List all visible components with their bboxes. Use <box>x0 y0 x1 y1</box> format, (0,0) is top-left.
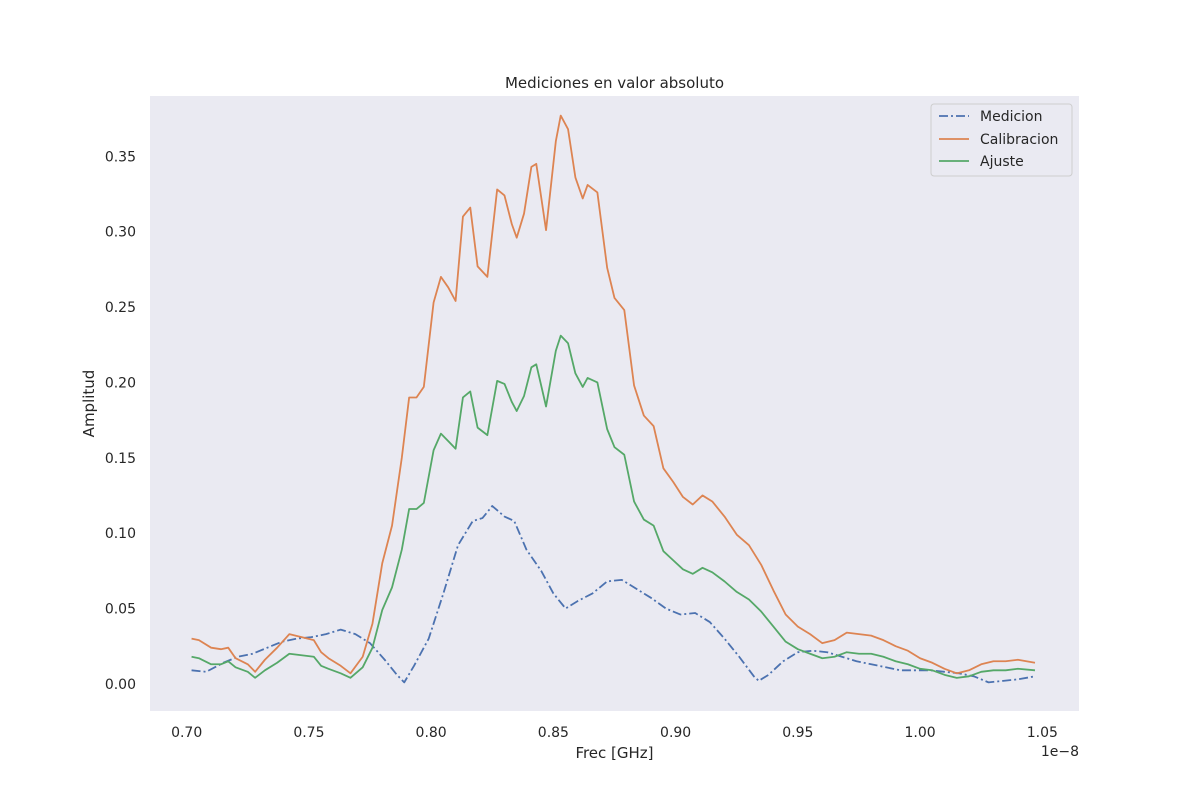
chart-title: Mediciones en valor absoluto <box>505 74 724 92</box>
legend: Medicion Calibracion Ajuste <box>930 103 1073 177</box>
x-axis-ticks: 0.70 0.75 0.80 0.85 0.90 0.95 1.00 1.05 <box>171 725 1058 741</box>
plot-area <box>150 96 1079 711</box>
y-axis-ticks: 0.00 0.05 0.10 0.15 0.20 0.25 0.30 0.35 <box>105 149 136 693</box>
series-layer <box>191 114 1036 684</box>
x-tick-label: 0.95 <box>782 725 813 741</box>
x-tick-label: 0.80 <box>416 725 447 741</box>
x-axis-offset-label: 1e−8 <box>1041 744 1079 760</box>
y-tick-label: 0.05 <box>105 602 136 618</box>
legend-box <box>930 103 1073 177</box>
x-tick-label: 0.75 <box>293 725 324 741</box>
y-tick-label: 0.20 <box>105 375 136 391</box>
x-tick-label: 1.05 <box>1027 725 1058 741</box>
x-tick-label: 0.70 <box>171 725 202 741</box>
x-axis-label: Frec [GHz] <box>575 744 653 762</box>
x-tick-label: 1.00 <box>905 725 936 741</box>
y-tick-label: 0.25 <box>105 300 136 316</box>
y-axis-label: Amplitud <box>80 370 98 438</box>
x-tick-label: 0.90 <box>660 725 691 741</box>
y-tick-label: 0.15 <box>105 451 136 467</box>
y-tick-label: 0.00 <box>105 677 136 693</box>
y-tick-label: 0.35 <box>105 149 136 165</box>
legend-label-calibracion: Calibracion <box>980 132 1058 148</box>
series-line-calibracion <box>191 114 1036 675</box>
y-tick-label: 0.30 <box>105 225 136 241</box>
legend-label-medicion: Medicion <box>980 109 1043 125</box>
series-line-medicion <box>191 505 1036 684</box>
x-tick-label: 0.85 <box>538 725 569 741</box>
legend-label-ajuste: Ajuste <box>980 154 1024 170</box>
series-line-ajuste <box>191 334 1036 679</box>
y-tick-label: 0.10 <box>105 526 136 542</box>
